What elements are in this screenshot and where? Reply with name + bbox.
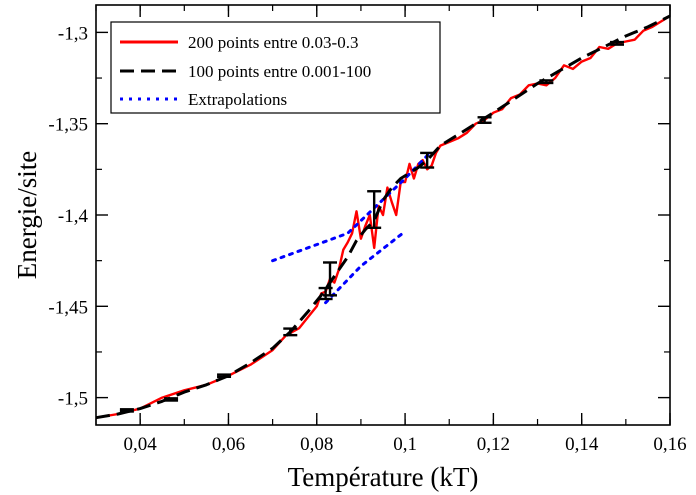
y-tick-label: -1,45 <box>48 297 88 318</box>
y-tick-label: -1,3 <box>58 23 88 44</box>
legend-label-black: 100 points entre 0.001-100 <box>188 62 371 81</box>
ticks-layer: 0,04 0,06 0,08 0,1 0,12 0,14 0,16 -1,5 -1,45 -1,4… <box>48 5 687 455</box>
error-bar <box>420 151 435 169</box>
error-bar <box>217 373 232 378</box>
error-bar <box>164 397 179 402</box>
y-tick-label: -1,4 <box>58 206 89 227</box>
x-tick-label: 0,06 <box>212 434 245 455</box>
error-bar <box>119 408 134 413</box>
y-axis-title: Energie/site <box>12 151 42 279</box>
error-bar <box>539 79 554 85</box>
x-axis-title: Température (kT) <box>288 462 479 492</box>
legend: 200 points entre 0.03-0.3 100 points ent… <box>110 21 441 114</box>
error-bar <box>367 190 382 229</box>
series-line-red <box>95 14 671 419</box>
extrapolation-line-1 <box>271 149 434 263</box>
y-tick-label: -1,35 <box>48 115 88 136</box>
data-layer <box>95 14 671 420</box>
x-tick-label: 0,1 <box>393 434 417 455</box>
x-tick-label: 0,14 <box>565 434 599 455</box>
error-bar <box>477 116 492 124</box>
error-bar <box>610 40 625 46</box>
x-tick-label: 0,16 <box>653 434 686 455</box>
extrapolation-line-2 <box>324 229 407 305</box>
error-bar <box>323 261 338 297</box>
x-tick-label: 0,08 <box>300 434 333 455</box>
legend-label-blue: Extrapolations <box>188 90 287 109</box>
y-tick-label: -1,5 <box>58 389 88 410</box>
x-tick-label: 0,04 <box>124 434 158 455</box>
x-tick-label: 0,12 <box>477 434 510 455</box>
error-bar <box>283 327 298 337</box>
legend-label-red: 200 points entre 0.03-0.3 <box>188 33 358 52</box>
